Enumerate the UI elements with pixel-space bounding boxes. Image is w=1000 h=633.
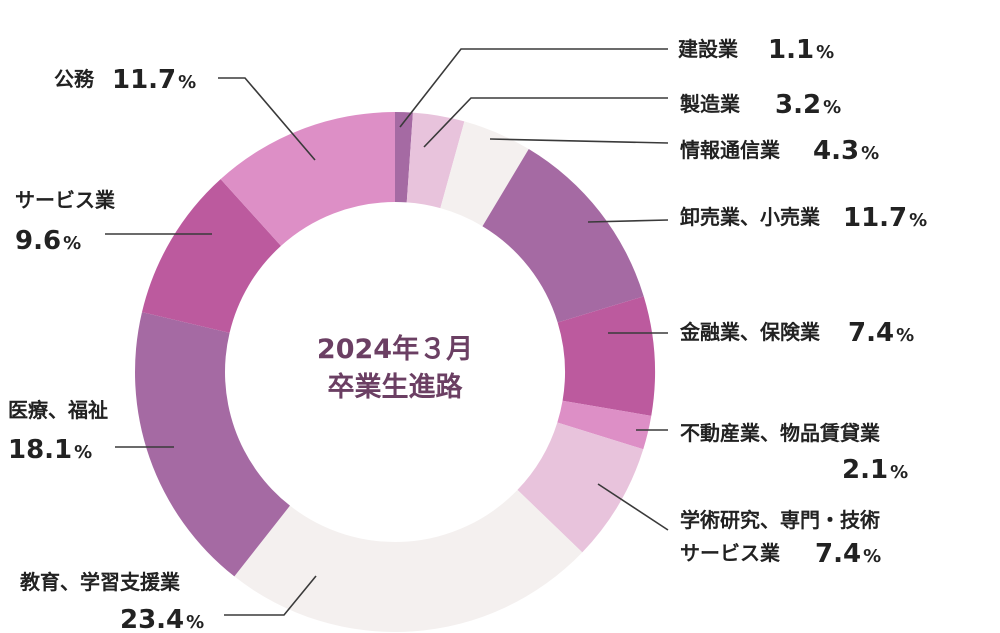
slice-label-7-line-1: 学術研究、専門・技術 <box>680 508 880 532</box>
slice-5 <box>557 296 655 416</box>
slice-value-11: 11.7% <box>112 65 196 95</box>
chart-labels: 建設業 1.1 % 製造業 3.2 % 情報通信業 4.3 % 卸売業、小売業 11.7 % 金融業、保… <box>8 35 927 633</box>
slice-value-5: 7.4% <box>848 318 914 348</box>
leader-line-2 <box>423 97 668 148</box>
slice-8 <box>234 489 583 632</box>
slice-6 <box>557 400 652 450</box>
slice-value-9: 18.1% <box>8 435 92 465</box>
chart-leader-lines <box>105 48 669 616</box>
slice-label-11: 公務 <box>54 67 95 91</box>
slice-2 <box>406 112 465 209</box>
slice-value-1: 1.1% <box>768 35 834 65</box>
slice-label-1: 建設業 <box>678 37 739 61</box>
slice-label-8: 教育、学習支援業 <box>20 570 181 594</box>
slice-10 <box>141 179 281 333</box>
slice-label-5: 金融業、保険業 <box>679 320 821 344</box>
slice-value-4: 11.7% <box>843 203 927 233</box>
slice-value-3: 4.3% <box>813 136 879 166</box>
leader-line-1 <box>399 48 668 128</box>
slice-value-2: 3.2% <box>775 90 841 120</box>
slice-value-7: 7.4% <box>815 539 881 569</box>
slice-7 <box>517 422 644 553</box>
slice-value-6: 2.1% <box>842 455 908 485</box>
slice-9 <box>134 312 290 577</box>
slice-value-8: 23.4% <box>120 605 204 633</box>
slice-value-10: 9.6% <box>15 226 81 256</box>
slice-label-7-line-2: サービス業 <box>680 541 781 565</box>
slice-label-9: 医療、福祉 <box>8 398 108 422</box>
slice-1 <box>395 112 413 203</box>
slice-label-3: 情報通信業 <box>680 138 781 162</box>
slice-label-4: 卸売業、小売業 <box>680 205 821 229</box>
slice-label-2: 製造業 <box>680 92 741 116</box>
chart-title-line-1: 2024年３月 <box>317 333 473 365</box>
leader-line-4 <box>587 219 669 223</box>
slice-11 <box>220 112 395 246</box>
chart-title-line-2: 卒業生進路 <box>328 371 464 403</box>
slice-label-6: 不動産業、物品賃貸業 <box>680 421 881 445</box>
leader-line-3 <box>489 138 669 144</box>
leader-line-11 <box>218 77 316 161</box>
leader-line-8 <box>224 575 317 616</box>
slice-4 <box>482 149 644 323</box>
chart-slices <box>134 112 655 632</box>
slice-label-10: サービス業 <box>15 188 116 212</box>
leader-line-7 <box>597 483 669 531</box>
slice-3 <box>440 121 529 227</box>
